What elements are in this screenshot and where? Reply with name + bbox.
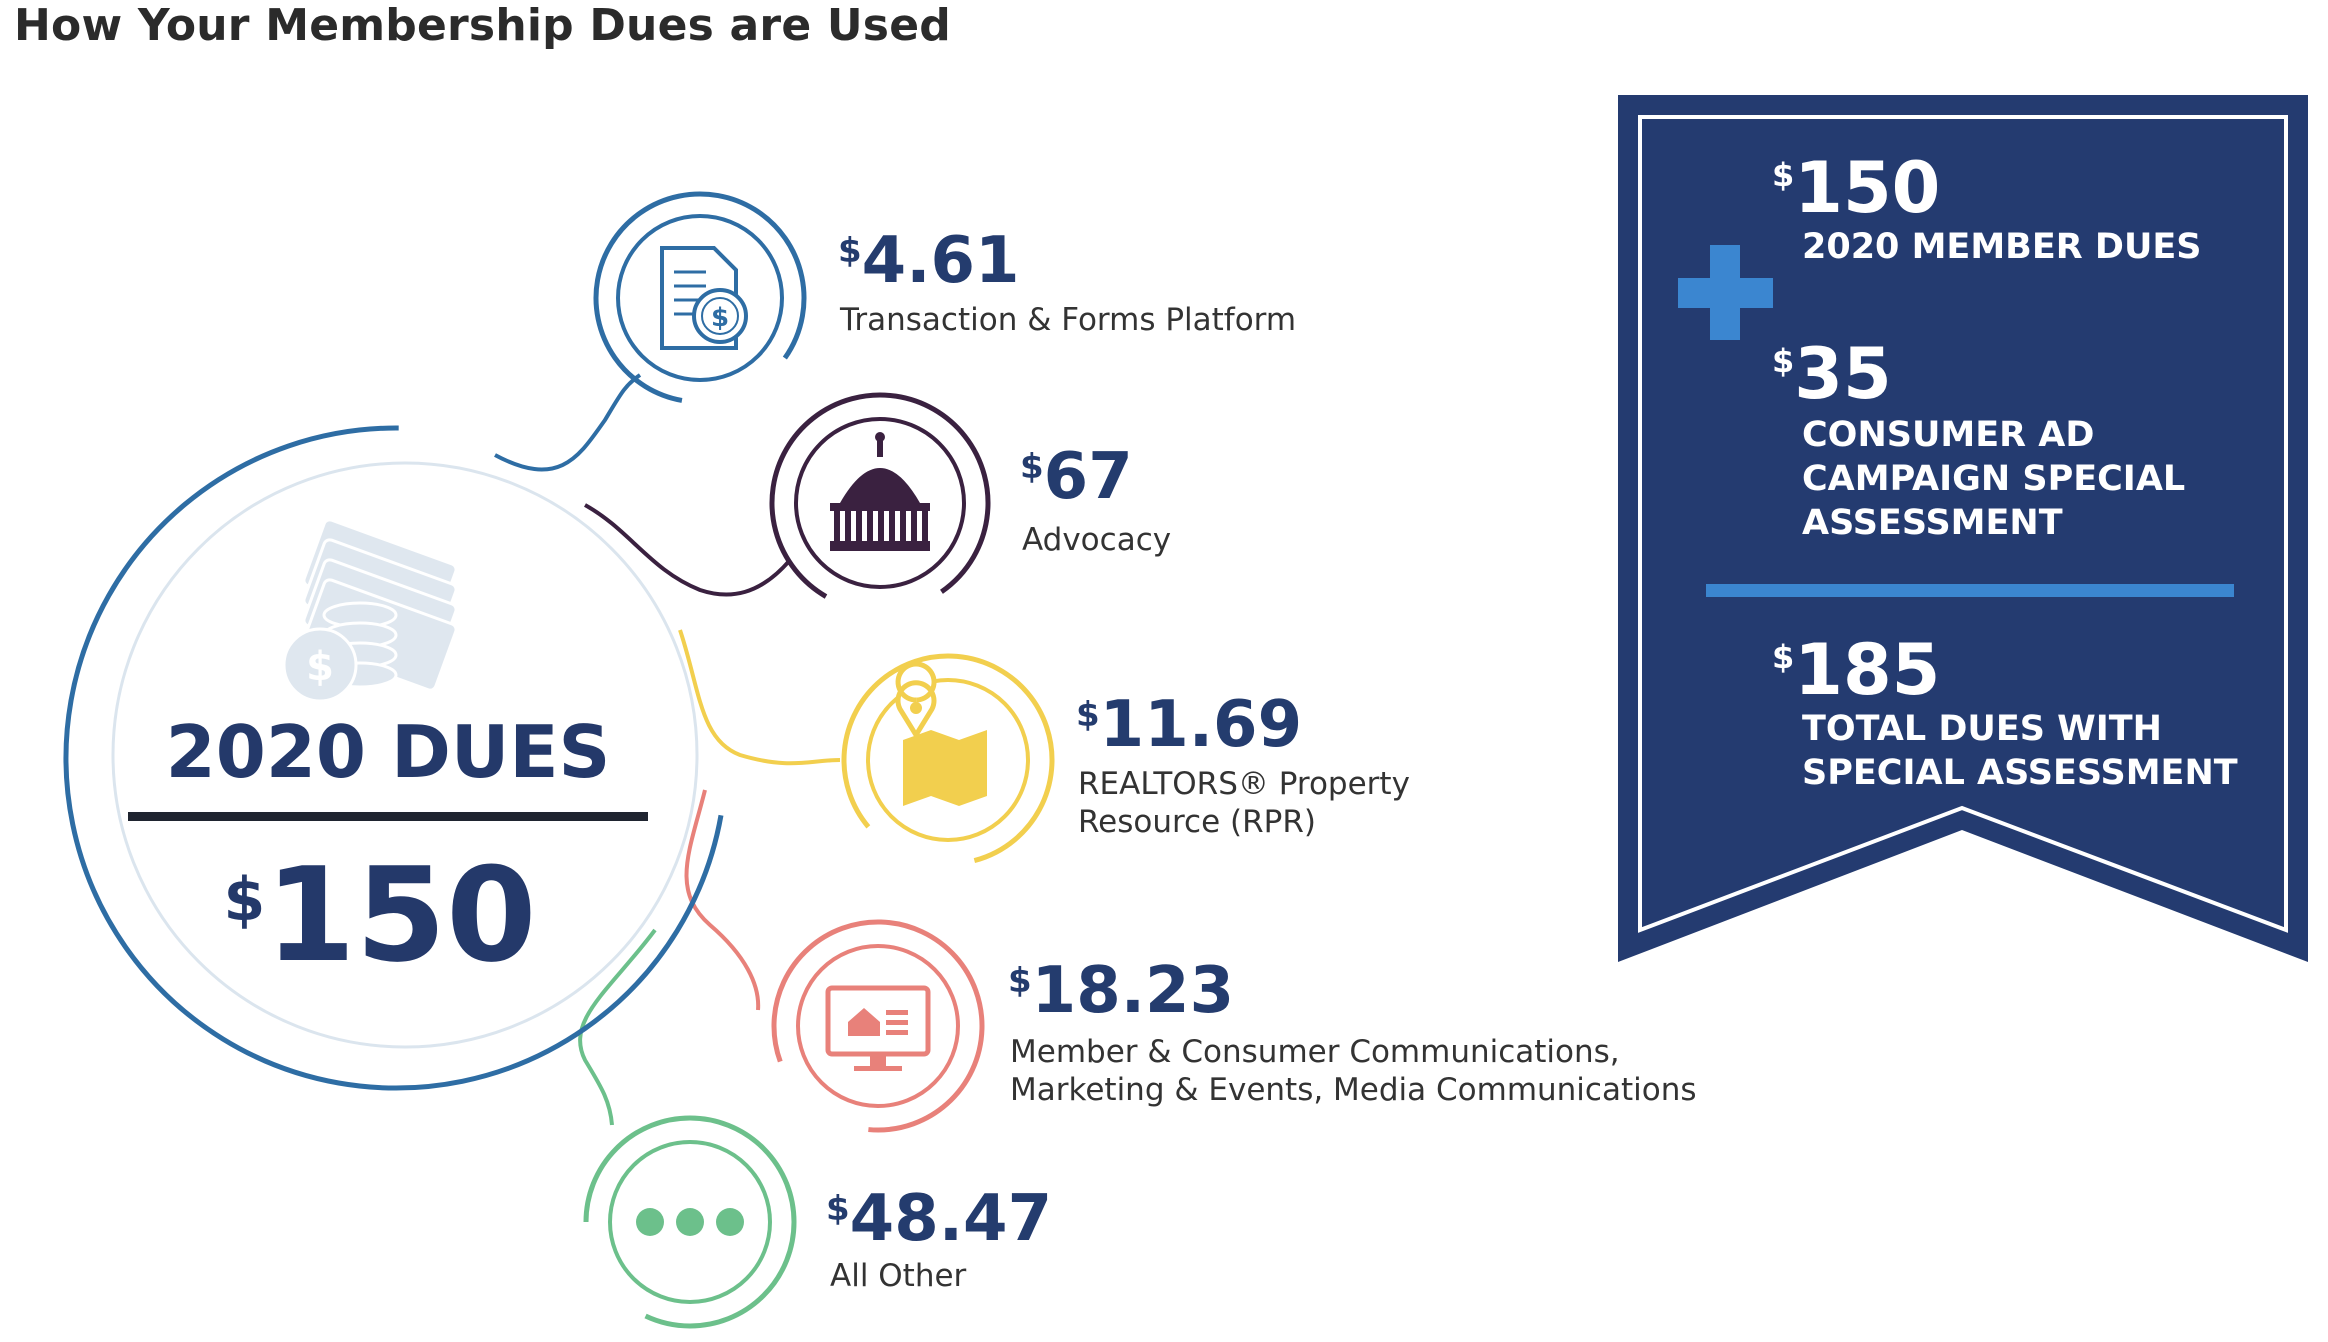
item-label-rpr: Resource (RPR) (1078, 804, 1316, 840)
item-circle-advocacy (769, 392, 991, 614)
center-dues: $ 2020 DUES $150 (63, 425, 729, 1091)
svg-text:$: $ (711, 303, 729, 333)
item-label-rpr: REALTORS® Property (1078, 766, 1410, 802)
document-dollar-icon: $ (660, 246, 748, 350)
monitor-house-icon (825, 985, 931, 1071)
connector-advocacy (584, 503, 792, 597)
center-divider (128, 812, 648, 821)
banner-label-special-assessment: CAMPAIGN SPECIAL (1802, 459, 2185, 499)
item-outer-ring (583, 1115, 797, 1329)
item-amount-communications: $18.23 (1008, 954, 1234, 1028)
banner-amount-special-assessment: $35 (1772, 333, 1892, 415)
center-title: 2020 DUES (166, 710, 611, 794)
capitol-dome-icon (830, 432, 930, 551)
item-circle-rpr (841, 653, 1055, 867)
banner-divider (1706, 584, 2234, 597)
item-label-communications: Member & Consumer Communications, (1010, 1034, 1620, 1070)
item-outer-ring (771, 919, 985, 1133)
item-circle-communications (771, 919, 985, 1133)
money-stack-icon: $ (282, 518, 458, 703)
connector-all-other (578, 928, 657, 1126)
item-amount-transaction: $4.61 (838, 224, 1020, 298)
banner-label-total: SPECIAL ASSESSMENT (1802, 753, 2238, 793)
item-outer-ring (769, 392, 991, 614)
item-circle-transaction: $ (593, 191, 807, 405)
connectors (494, 373, 841, 1126)
banner-amount-member-dues: $150 (1772, 147, 1940, 229)
ellipsis-icon (636, 1208, 744, 1236)
page-title: How Your Membership Dues are Used (14, 0, 951, 51)
item-amount-advocacy: $67 (1020, 440, 1133, 514)
center-outer-ring (63, 425, 729, 1091)
connector-rpr (678, 629, 841, 766)
item-amount-rpr: $11.69 (1076, 688, 1302, 762)
item-labels: $4.61 Transaction & Forms Platform $67 Advo… (826, 224, 1697, 1294)
item-circles: $ (583, 191, 1055, 1329)
item-label-advocacy: Advocacy (1022, 522, 1171, 558)
banner-amount-total: $185 (1772, 629, 1940, 711)
center-amount: $150 (223, 839, 536, 991)
item-label-transaction: Transaction & Forms Platform (839, 302, 1296, 338)
item-circle-all-other (583, 1115, 797, 1329)
item-label-all-other: All Other (830, 1258, 967, 1294)
banner-label-member-dues: 2020 MEMBER DUES (1802, 227, 2201, 267)
banner-label-total: TOTAL DUES WITH (1802, 709, 2162, 749)
connector-transaction (494, 373, 642, 472)
item-outer-ring (841, 653, 1055, 867)
connector-communications (684, 789, 761, 1011)
center-inner-ring (111, 461, 699, 1049)
map-pin-icon (895, 661, 987, 806)
banner-label-special-assessment: CONSUMER AD (1802, 415, 2094, 455)
plus-icon (1678, 245, 1773, 340)
banner-border (1638, 115, 2288, 933)
banner-label-special-assessment: ASSESSMENT (1802, 503, 2063, 543)
svg-text:$: $ (306, 644, 334, 690)
item-amount-all-other: $48.47 (826, 1182, 1052, 1256)
banner-background (1618, 95, 2308, 962)
item-label-communications: Marketing & Events, Media Communications (1010, 1072, 1697, 1108)
